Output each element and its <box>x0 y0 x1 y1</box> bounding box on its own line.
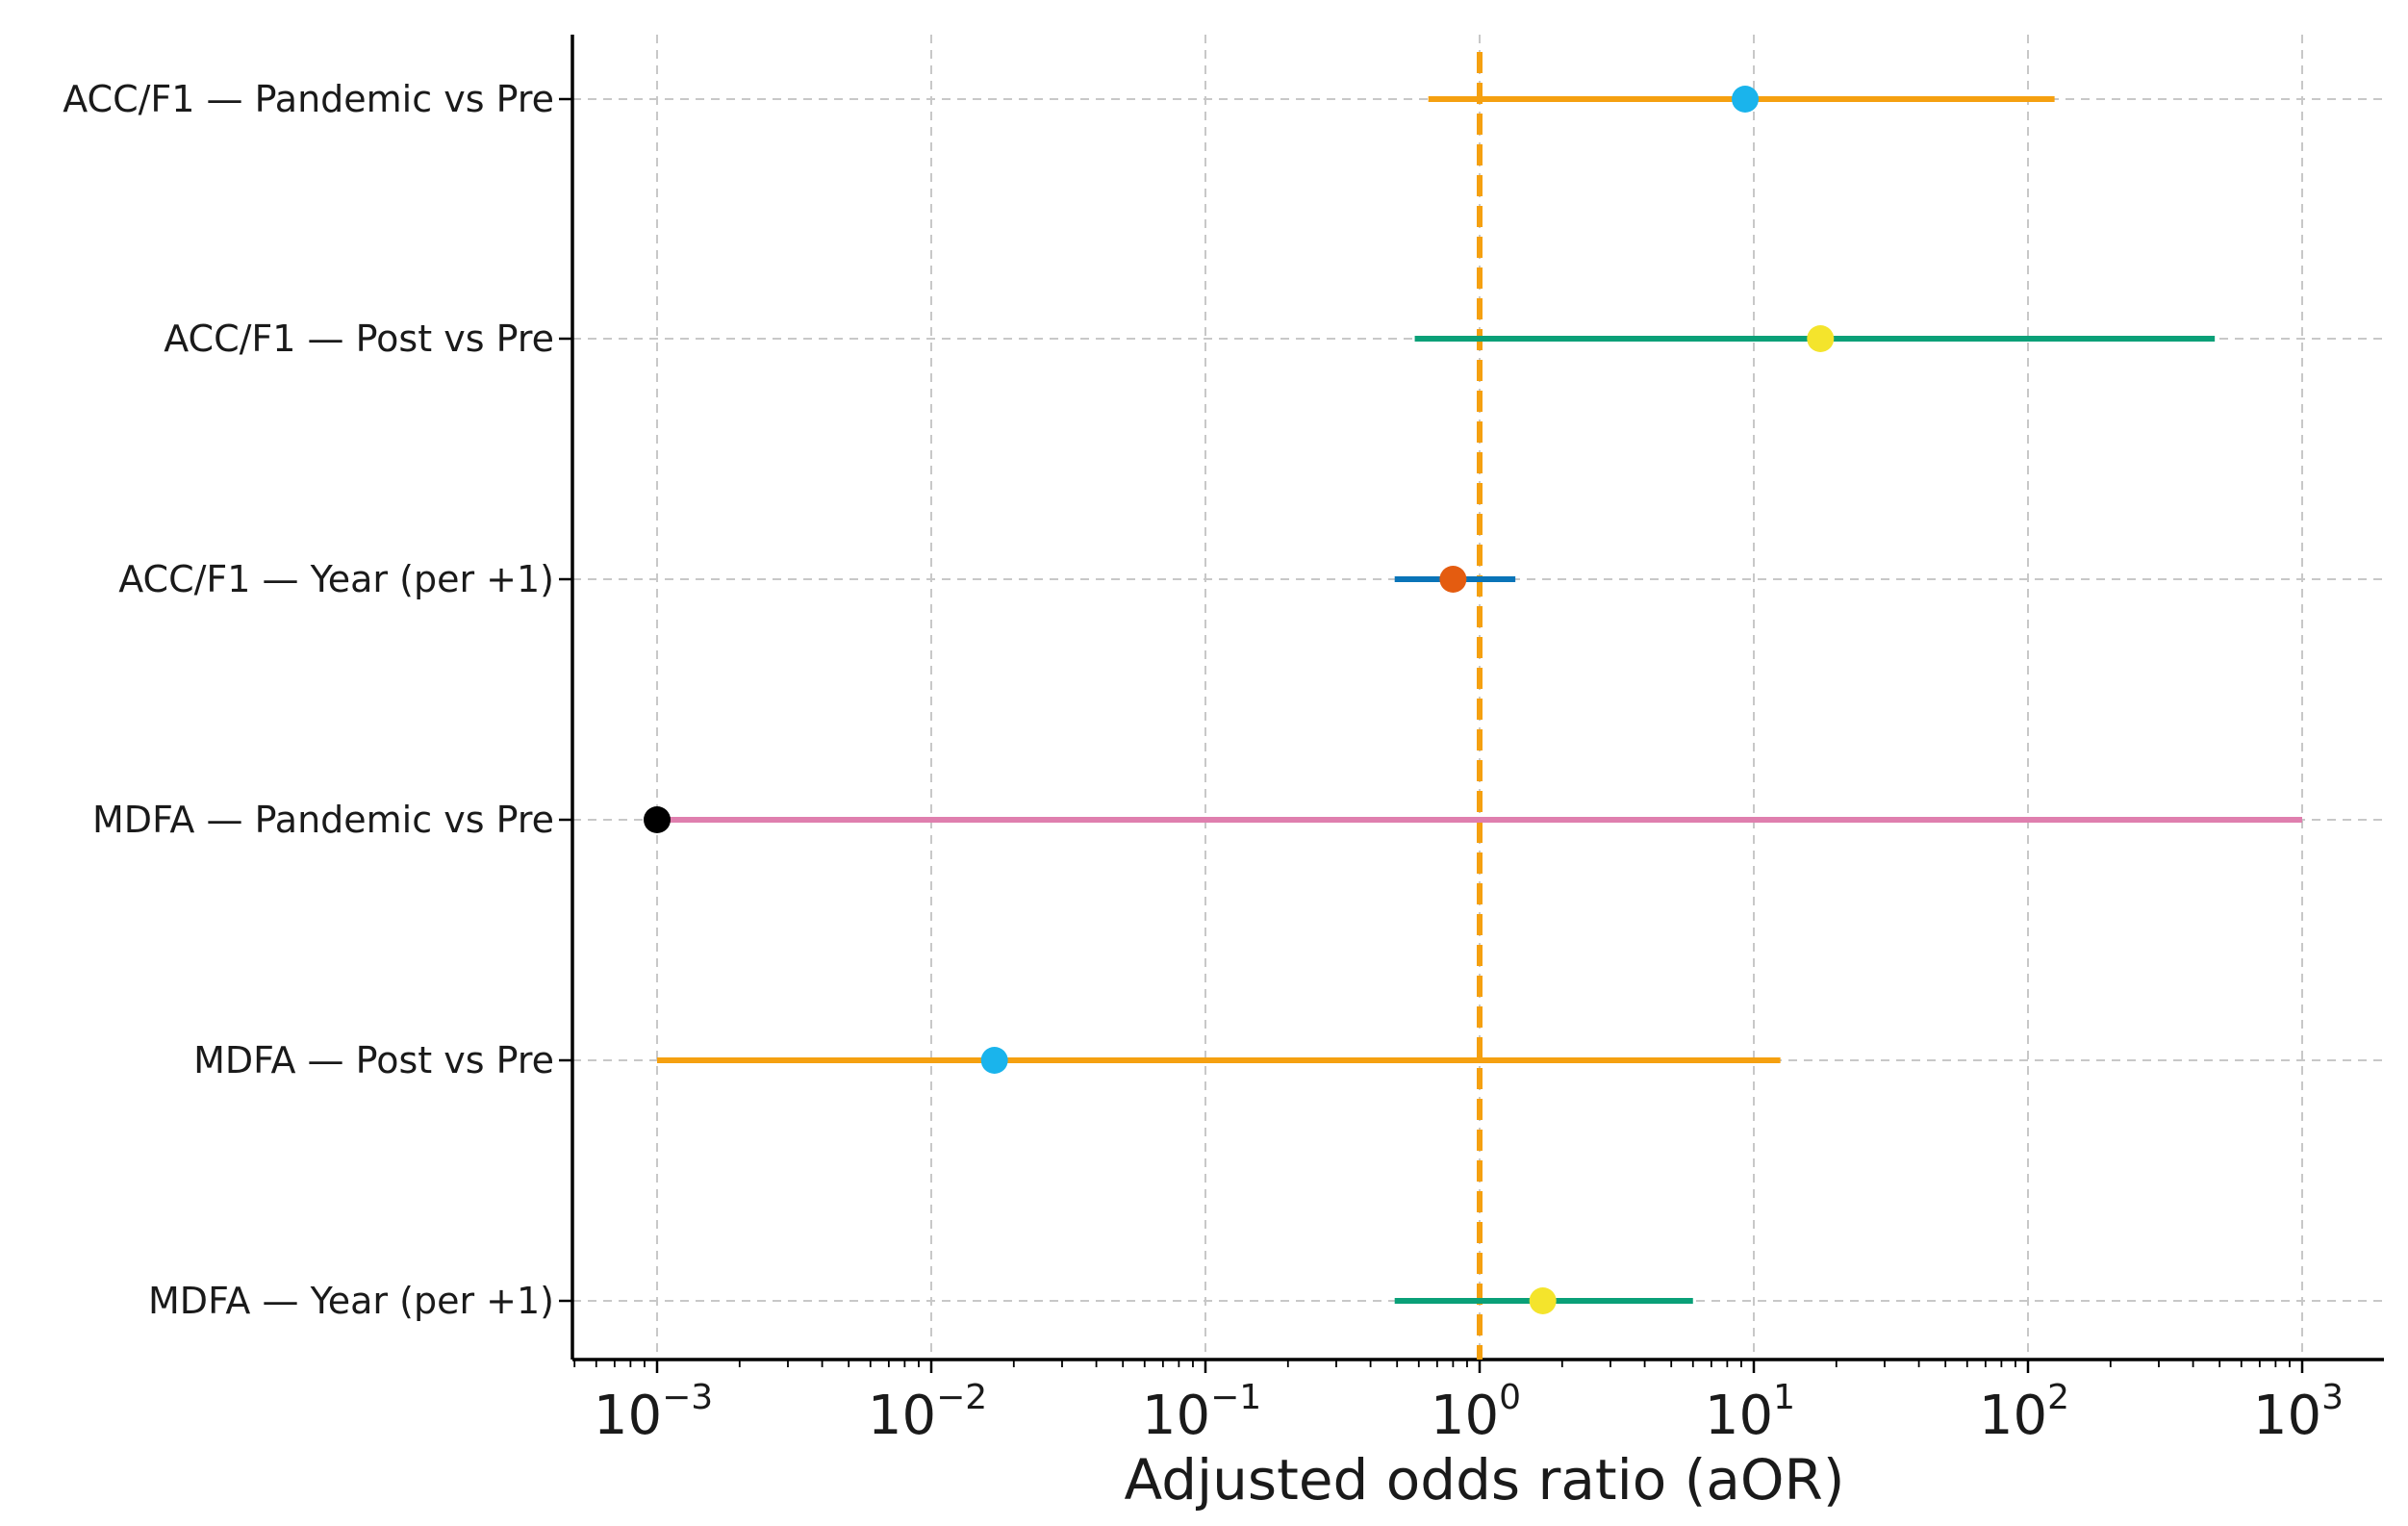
x-tick-base: 10 <box>2253 1385 2321 1447</box>
x-tick-base: 10 <box>1705 1385 1773 1447</box>
x-tick-label: 102 <box>1979 1378 2069 1447</box>
x-tick-base: 10 <box>1142 1385 1210 1447</box>
x-tick-base: 10 <box>1431 1385 1499 1447</box>
x-tick-exponent: −2 <box>936 1378 987 1417</box>
x-tick-label: 10−3 <box>594 1378 713 1447</box>
x-tick-label: 10−1 <box>1142 1378 1261 1447</box>
row-label: MDFA — Year (per +1) <box>148 1280 554 1322</box>
x-tick-exponent: 3 <box>2321 1378 2344 1417</box>
x-tick-base: 10 <box>594 1385 662 1447</box>
row-label: ACC/F1 — Pandemic vs Pre <box>63 78 554 120</box>
data-series <box>644 86 2302 1314</box>
point-estimate <box>1732 86 1760 113</box>
x-tick-exponent: 2 <box>2047 1378 2069 1417</box>
point-estimate <box>1529 1287 1557 1314</box>
row-label: MDFA — Pandemic vs Pre <box>92 799 554 841</box>
row-label: MDFA — Post vs Pre <box>193 1039 554 1081</box>
x-tick-label: 101 <box>1705 1378 1795 1447</box>
x-tick-exponent: −1 <box>1210 1378 1261 1417</box>
x-tick-base: 10 <box>868 1385 936 1447</box>
x-axis-title: Adjusted odds ratio (aOR) <box>1125 1447 1845 1513</box>
point-estimate <box>980 1047 1008 1074</box>
point-estimate <box>1439 566 1467 593</box>
point-estimate <box>1807 325 1835 352</box>
axes <box>559 35 2384 1373</box>
point-estimate <box>644 806 671 833</box>
row-label: ACC/F1 — Year (per +1) <box>118 558 554 600</box>
row-label: ACC/F1 — Post vs Pre <box>164 318 554 360</box>
x-tick-exponent: 1 <box>1773 1378 1795 1417</box>
x-tick-exponent: −3 <box>662 1378 713 1417</box>
x-tick-label: 103 <box>2253 1378 2344 1447</box>
x-tick-label: 100 <box>1431 1378 1521 1447</box>
x-tick-exponent: 0 <box>1499 1378 1521 1417</box>
x-tick-base: 10 <box>1979 1385 2047 1447</box>
x-tick-label: 10−2 <box>868 1378 987 1447</box>
